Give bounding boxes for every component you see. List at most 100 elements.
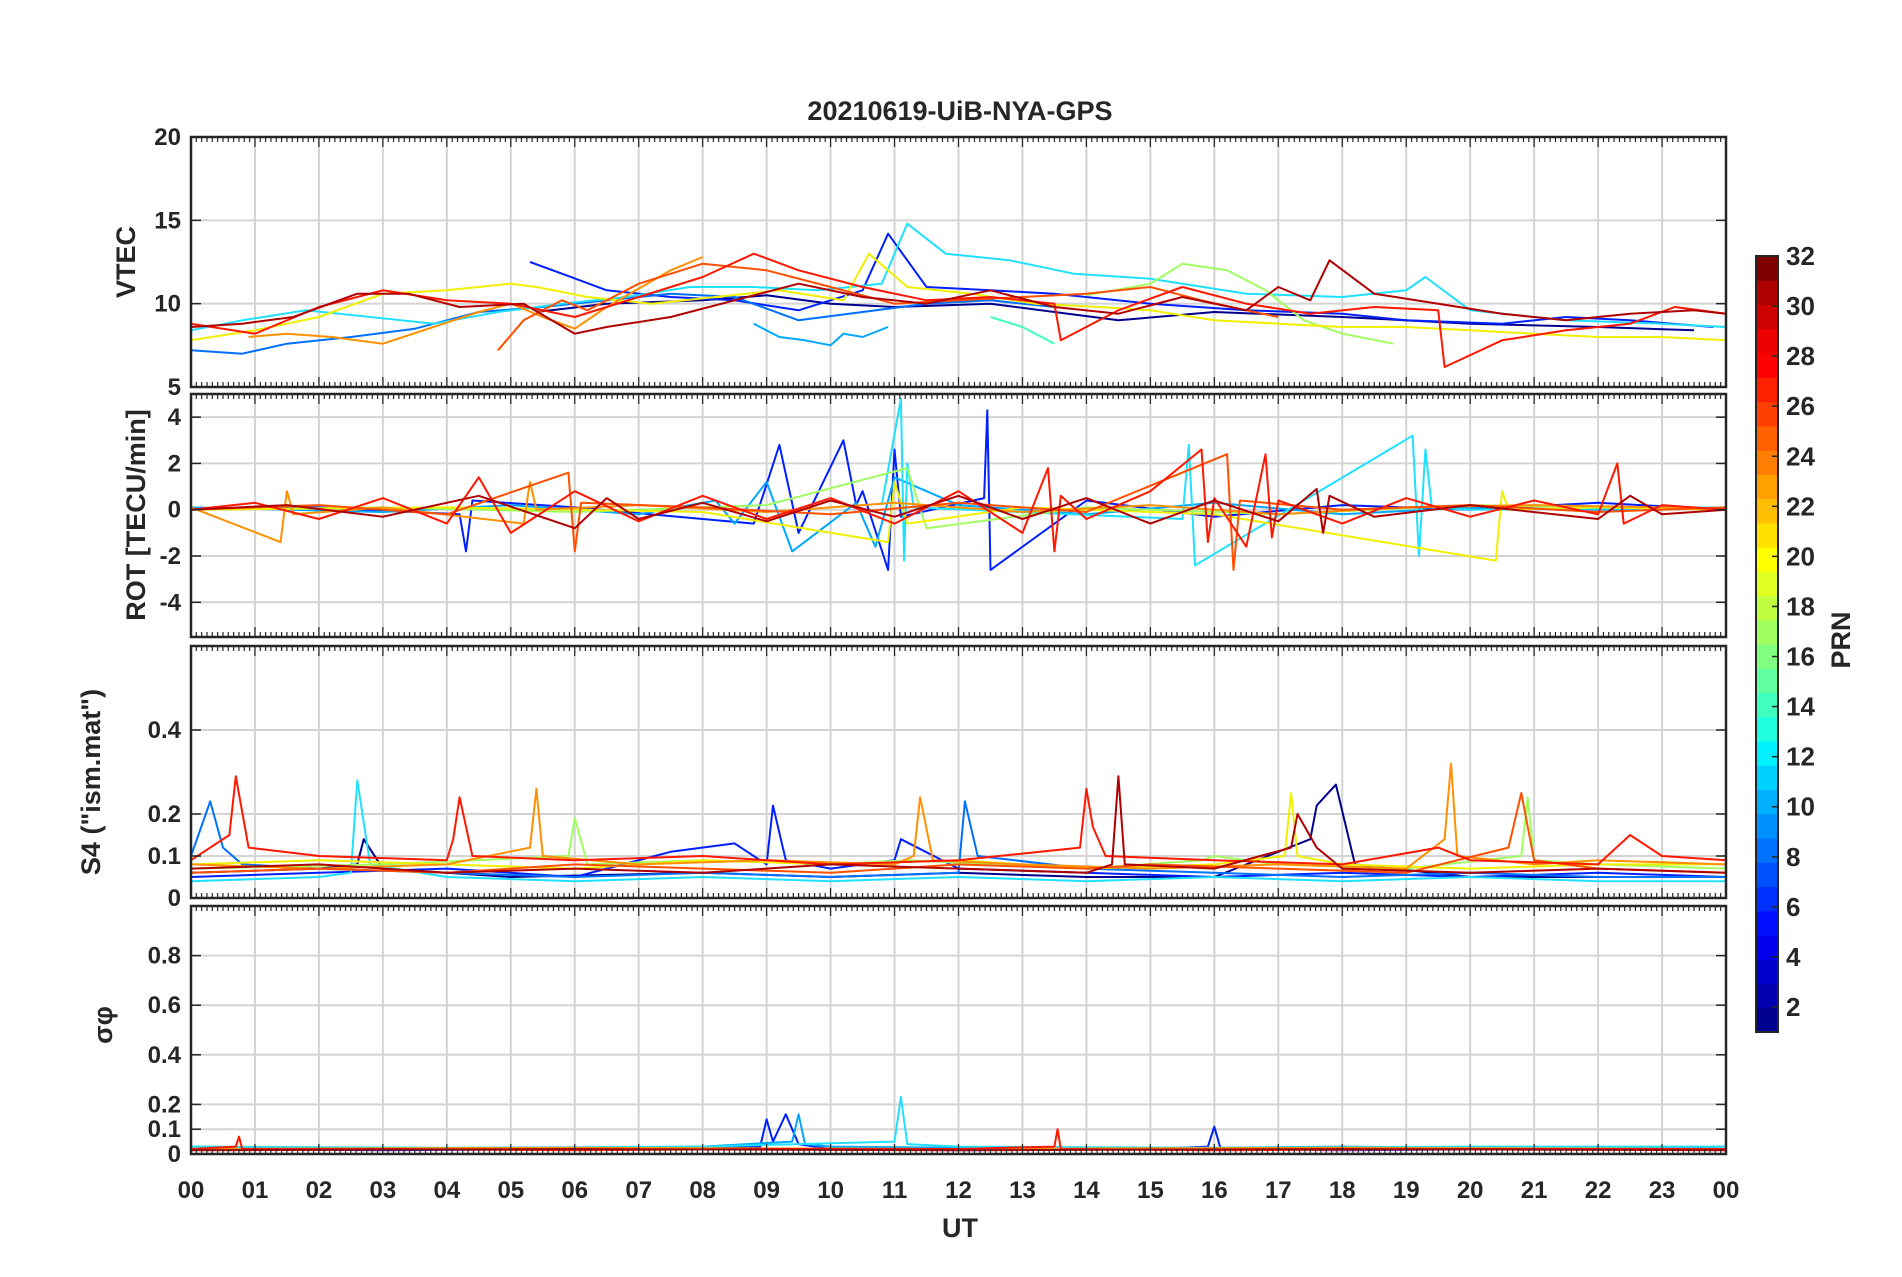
x-tick-label: 11 (882, 1177, 907, 1204)
series-line-prn-28 (190, 252, 1727, 368)
colorbar-segment (1756, 571, 1778, 597)
y-tick-label: 2 (168, 450, 181, 477)
colorbar-segment (1756, 425, 1778, 451)
series-group-vtec (190, 222, 1727, 368)
y-tick-label: 15 (154, 207, 181, 234)
y-tick-label: 0.1 (148, 1116, 181, 1143)
series-line-prn-28 (190, 448, 1727, 553)
colorbar-label: PRN (1826, 611, 1856, 668)
colorbar-segment (1756, 959, 1778, 985)
colorbar-segment (1756, 983, 1778, 1009)
x-tick-label: 12 (945, 1177, 972, 1204)
figure-title: 20210619-UiB-NYA-GPS (807, 96, 1112, 126)
colorbar-tick-label: 30 (1786, 291, 1815, 321)
colorbar-segment (1756, 547, 1778, 572)
colorbar-segment (1756, 668, 1778, 694)
colorbar-segment (1756, 765, 1778, 791)
colorbar-tick-label: 32 (1786, 241, 1815, 271)
x-tick-label: 00 (1713, 1177, 1740, 1204)
grid-s4 (191, 646, 1726, 898)
series-line-prn-11 (190, 476, 1727, 553)
y-axis-label-vtec: VTEC (111, 226, 141, 298)
colorbar-segment (1756, 910, 1778, 936)
x-tick-label: 23 (1649, 1177, 1676, 1204)
colorbar-segment (1756, 328, 1778, 354)
colorbar-segment (1756, 522, 1778, 548)
colorbar-segment (1756, 304, 1778, 330)
colorbar-tick-label: 16 (1786, 642, 1815, 672)
minor-ticks-s4 (190, 646, 1727, 898)
colorbar-segment (1756, 838, 1778, 863)
colorbar-tick-label: 28 (1786, 341, 1815, 371)
series-line-prn-18 (1086, 262, 1394, 345)
x-tick-label: 18 (1329, 1177, 1356, 1204)
y-tick-label: 0.2 (148, 801, 181, 828)
colorbar-segment (1756, 595, 1778, 621)
panel-s4: 0 0.1 0.2 0.4 S4 ("ism.mat") (76, 644, 1728, 912)
series-line-prn-26 (497, 262, 1279, 351)
series-line-prn-26 (190, 453, 1727, 571)
x-tick-label: 10 (817, 1177, 844, 1204)
panel-sigma_phi: 00.10.2 0.4 0.6 0.8 σφ 00 01 02 03 04 05 06 07 08 09 10… (88, 904, 1740, 1204)
series-line-prn-11 (753, 322, 889, 347)
series-line-prn-2 (190, 783, 1726, 878)
series-line-prn-26 (190, 792, 1727, 874)
y-tick-label: 0.8 (148, 943, 181, 970)
colorbar-tick-label: 22 (1786, 491, 1815, 521)
colorbar-segment (1756, 450, 1778, 475)
y-axis-label-s4: S4 ("ism.mat") (76, 689, 106, 875)
colorbar-segment (1756, 862, 1778, 888)
series-line-prn-23 (190, 762, 1727, 870)
series-line-prn-13 (190, 779, 1726, 883)
y-tick-label: 0.6 (148, 992, 181, 1019)
series-line-prn-31 (190, 487, 1727, 534)
y-tick-label: 5 (168, 374, 181, 401)
x-tick-label: 06 (561, 1177, 588, 1204)
colorbar-segment (1756, 353, 1778, 378)
panel-rot: -4 -2 0 2 4 ROT [TECU/min] (121, 392, 1728, 639)
x-tick-label: 01 (242, 1177, 269, 1204)
x-tick-label: 20 (1457, 1177, 1484, 1204)
colorbar-tick-label: 10 (1786, 792, 1815, 822)
y-tick-label: -2 (160, 543, 181, 570)
colorbar-tick-label: 8 (1786, 842, 1800, 872)
x-tick-label: 19 (1393, 1177, 1420, 1204)
x-tick-label: 22 (1585, 1177, 1612, 1204)
y-tick-label: 20 (154, 124, 181, 151)
series-line-prn-13 (880, 397, 1727, 567)
series-line-prn-13 (190, 222, 1727, 332)
colorbar-tick-label: 4 (1786, 942, 1801, 972)
x-tick-label: 07 (625, 1177, 652, 1204)
y-tick-label: 10 (154, 291, 181, 318)
minor-ticks-vtec (190, 137, 1727, 387)
y-axis-label-rot: ROT [TECU/min] (121, 409, 151, 620)
colorbar-segment (1756, 741, 1778, 766)
colorbar-segment (1756, 935, 1778, 960)
x-tick-label: 08 (689, 1177, 716, 1204)
colorbar-segment (1756, 716, 1778, 742)
colorbar-tick-label: 2 (1786, 992, 1800, 1022)
x-tick-label: 17 (1265, 1177, 1292, 1204)
x-tick-label: 16 (1201, 1177, 1228, 1204)
colorbar-segment (1756, 619, 1778, 645)
colorbar-segment (1756, 256, 1778, 281)
colorbar-tick-label: 14 (1786, 692, 1815, 722)
series-line-prn-9 (190, 800, 1726, 878)
x-tick-label: 05 (497, 1177, 524, 1204)
y-tick-label: 0 (168, 1141, 181, 1168)
x-tick-label: 04 (433, 1177, 460, 1204)
y-tick-label: 0.4 (148, 717, 182, 744)
y-tick-label: -4 (160, 589, 182, 616)
series-group-rot (190, 397, 1727, 571)
y-axis-label-sigma_phi: σφ (88, 1006, 118, 1044)
x-tick-label: 03 (370, 1177, 397, 1204)
x-tick-label: 02 (306, 1177, 333, 1204)
colorbar-tick-label: 18 (1786, 591, 1815, 621)
minor-ticks-sigma_phi (190, 906, 1727, 1154)
y-tick-label: 0.2 (148, 1091, 181, 1118)
series-line-prn-31 (190, 775, 1727, 874)
